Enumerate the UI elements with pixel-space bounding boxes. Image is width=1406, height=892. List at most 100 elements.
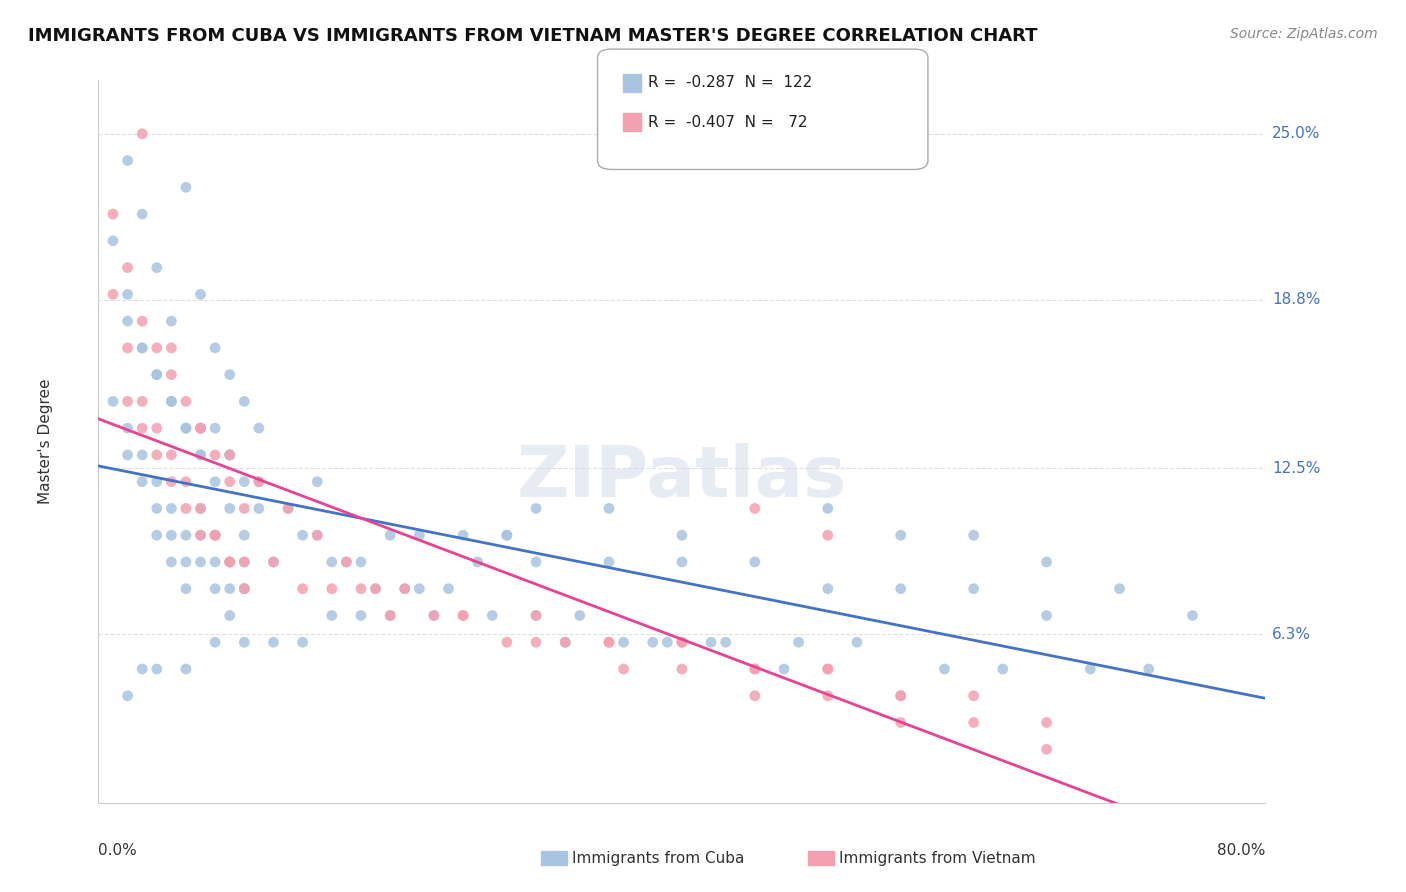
Point xyxy=(364,582,387,596)
Point xyxy=(233,528,256,542)
Point xyxy=(962,689,984,703)
Point xyxy=(146,421,169,435)
Point xyxy=(335,555,357,569)
Point xyxy=(218,448,240,462)
Point xyxy=(146,475,169,489)
Point xyxy=(190,287,212,301)
Point xyxy=(962,715,984,730)
Point xyxy=(233,582,256,596)
Point xyxy=(350,608,373,623)
Point xyxy=(671,662,693,676)
Point xyxy=(817,662,839,676)
Point xyxy=(451,528,474,542)
Point xyxy=(146,368,169,382)
Point xyxy=(1181,608,1204,623)
Point xyxy=(131,207,153,221)
Point xyxy=(350,582,373,596)
Point xyxy=(190,421,212,435)
Point xyxy=(204,528,226,542)
Point xyxy=(554,635,576,649)
Point xyxy=(408,528,430,542)
Text: 12.5%: 12.5% xyxy=(1272,461,1320,475)
Point xyxy=(146,501,169,516)
Point xyxy=(146,448,169,462)
Point xyxy=(380,608,402,623)
Point xyxy=(598,635,620,649)
Point xyxy=(598,501,620,516)
Point xyxy=(1108,582,1130,596)
Point xyxy=(174,555,197,569)
Point xyxy=(146,341,169,355)
Point xyxy=(160,475,183,489)
Point xyxy=(451,608,474,623)
Point xyxy=(524,608,547,623)
Point xyxy=(218,608,240,623)
Point xyxy=(744,662,766,676)
Point xyxy=(744,555,766,569)
Point xyxy=(160,341,183,355)
Point xyxy=(117,341,139,355)
Point xyxy=(146,260,169,275)
Point xyxy=(524,555,547,569)
Point xyxy=(307,475,329,489)
Point xyxy=(657,635,679,649)
Point xyxy=(233,582,256,596)
Text: 0.0%: 0.0% xyxy=(98,843,138,857)
Point xyxy=(671,635,693,649)
Point xyxy=(190,421,212,435)
Point xyxy=(890,528,912,542)
Point xyxy=(467,555,489,569)
Point xyxy=(117,394,139,409)
Point xyxy=(204,582,226,596)
Point xyxy=(204,341,226,355)
Point xyxy=(233,635,256,649)
Point xyxy=(131,341,153,355)
Point xyxy=(233,555,256,569)
Point xyxy=(423,608,446,623)
Text: Master's Degree: Master's Degree xyxy=(38,379,53,504)
Point xyxy=(174,421,197,435)
Point xyxy=(890,582,912,596)
Text: R =  -0.287  N =  122: R = -0.287 N = 122 xyxy=(648,76,813,90)
Point xyxy=(160,394,183,409)
Point xyxy=(744,689,766,703)
Point xyxy=(394,582,416,596)
Point xyxy=(218,555,240,569)
Point xyxy=(174,475,197,489)
Point xyxy=(773,662,796,676)
Point xyxy=(174,582,197,596)
Point xyxy=(934,662,956,676)
Point xyxy=(190,448,212,462)
Point xyxy=(146,368,169,382)
Point xyxy=(641,635,664,649)
Point xyxy=(160,501,183,516)
Point xyxy=(262,555,284,569)
Point xyxy=(174,662,197,676)
Point xyxy=(174,501,197,516)
Text: R =  -0.407  N =   72: R = -0.407 N = 72 xyxy=(648,115,807,129)
Point xyxy=(247,501,270,516)
Point xyxy=(423,608,446,623)
Point xyxy=(1137,662,1160,676)
Text: 6.3%: 6.3% xyxy=(1272,627,1312,641)
Point xyxy=(146,662,169,676)
Text: Source: ZipAtlas.com: Source: ZipAtlas.com xyxy=(1230,27,1378,41)
Point xyxy=(218,555,240,569)
Point xyxy=(204,528,226,542)
Point xyxy=(131,314,153,328)
Point xyxy=(1035,742,1057,756)
Point xyxy=(190,421,212,435)
Point xyxy=(277,501,299,516)
Point xyxy=(817,582,839,596)
Point xyxy=(671,528,693,542)
Point xyxy=(307,528,329,542)
Point xyxy=(174,394,197,409)
Point xyxy=(451,608,474,623)
Point xyxy=(218,448,240,462)
Point xyxy=(218,475,240,489)
Point xyxy=(277,501,299,516)
Text: 80.0%: 80.0% xyxy=(1218,843,1265,857)
Point xyxy=(131,475,153,489)
Point xyxy=(890,689,912,703)
Point xyxy=(233,394,256,409)
